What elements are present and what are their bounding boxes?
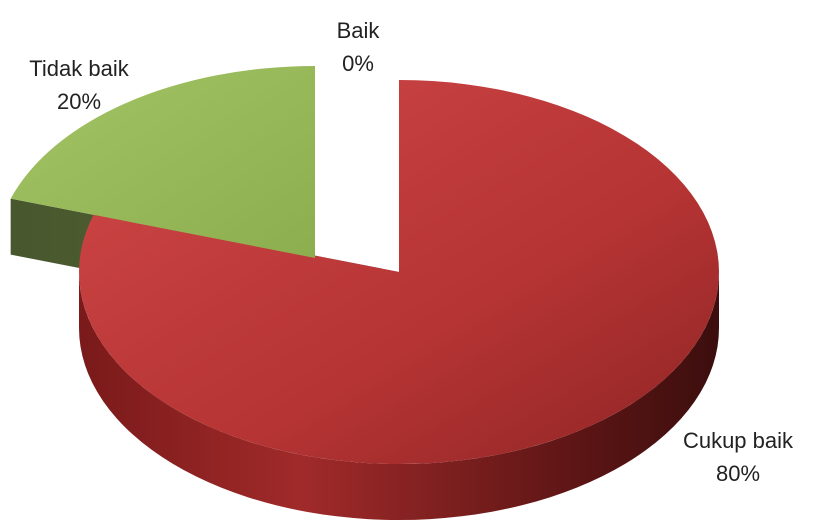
- slice-label-baik: Baik 0%: [318, 14, 398, 80]
- slice-label-cukup-baik-percent: 80%: [715, 461, 761, 486]
- slice-label-tidak-baik-name: Tidak baik: [29, 56, 129, 81]
- pie-slice-cukup-baik: [79, 80, 720, 465]
- slice-label-tidak-baik-percent: 20%: [56, 89, 102, 114]
- slice-label-cukup-baik: Cukup baik 80%: [660, 424, 816, 490]
- slice-label-tidak-baik: Tidak baik 20%: [4, 52, 154, 118]
- slice-label-baik-name: Baik: [336, 18, 380, 43]
- pie-slice-tidak-baik: [10, 66, 315, 258]
- slice-label-baik-percent: 0%: [342, 51, 374, 76]
- slice-label-cukup-baik-name: Cukup baik: [682, 428, 794, 453]
- pie-slice-side-cukup-baik: [79, 272, 719, 520]
